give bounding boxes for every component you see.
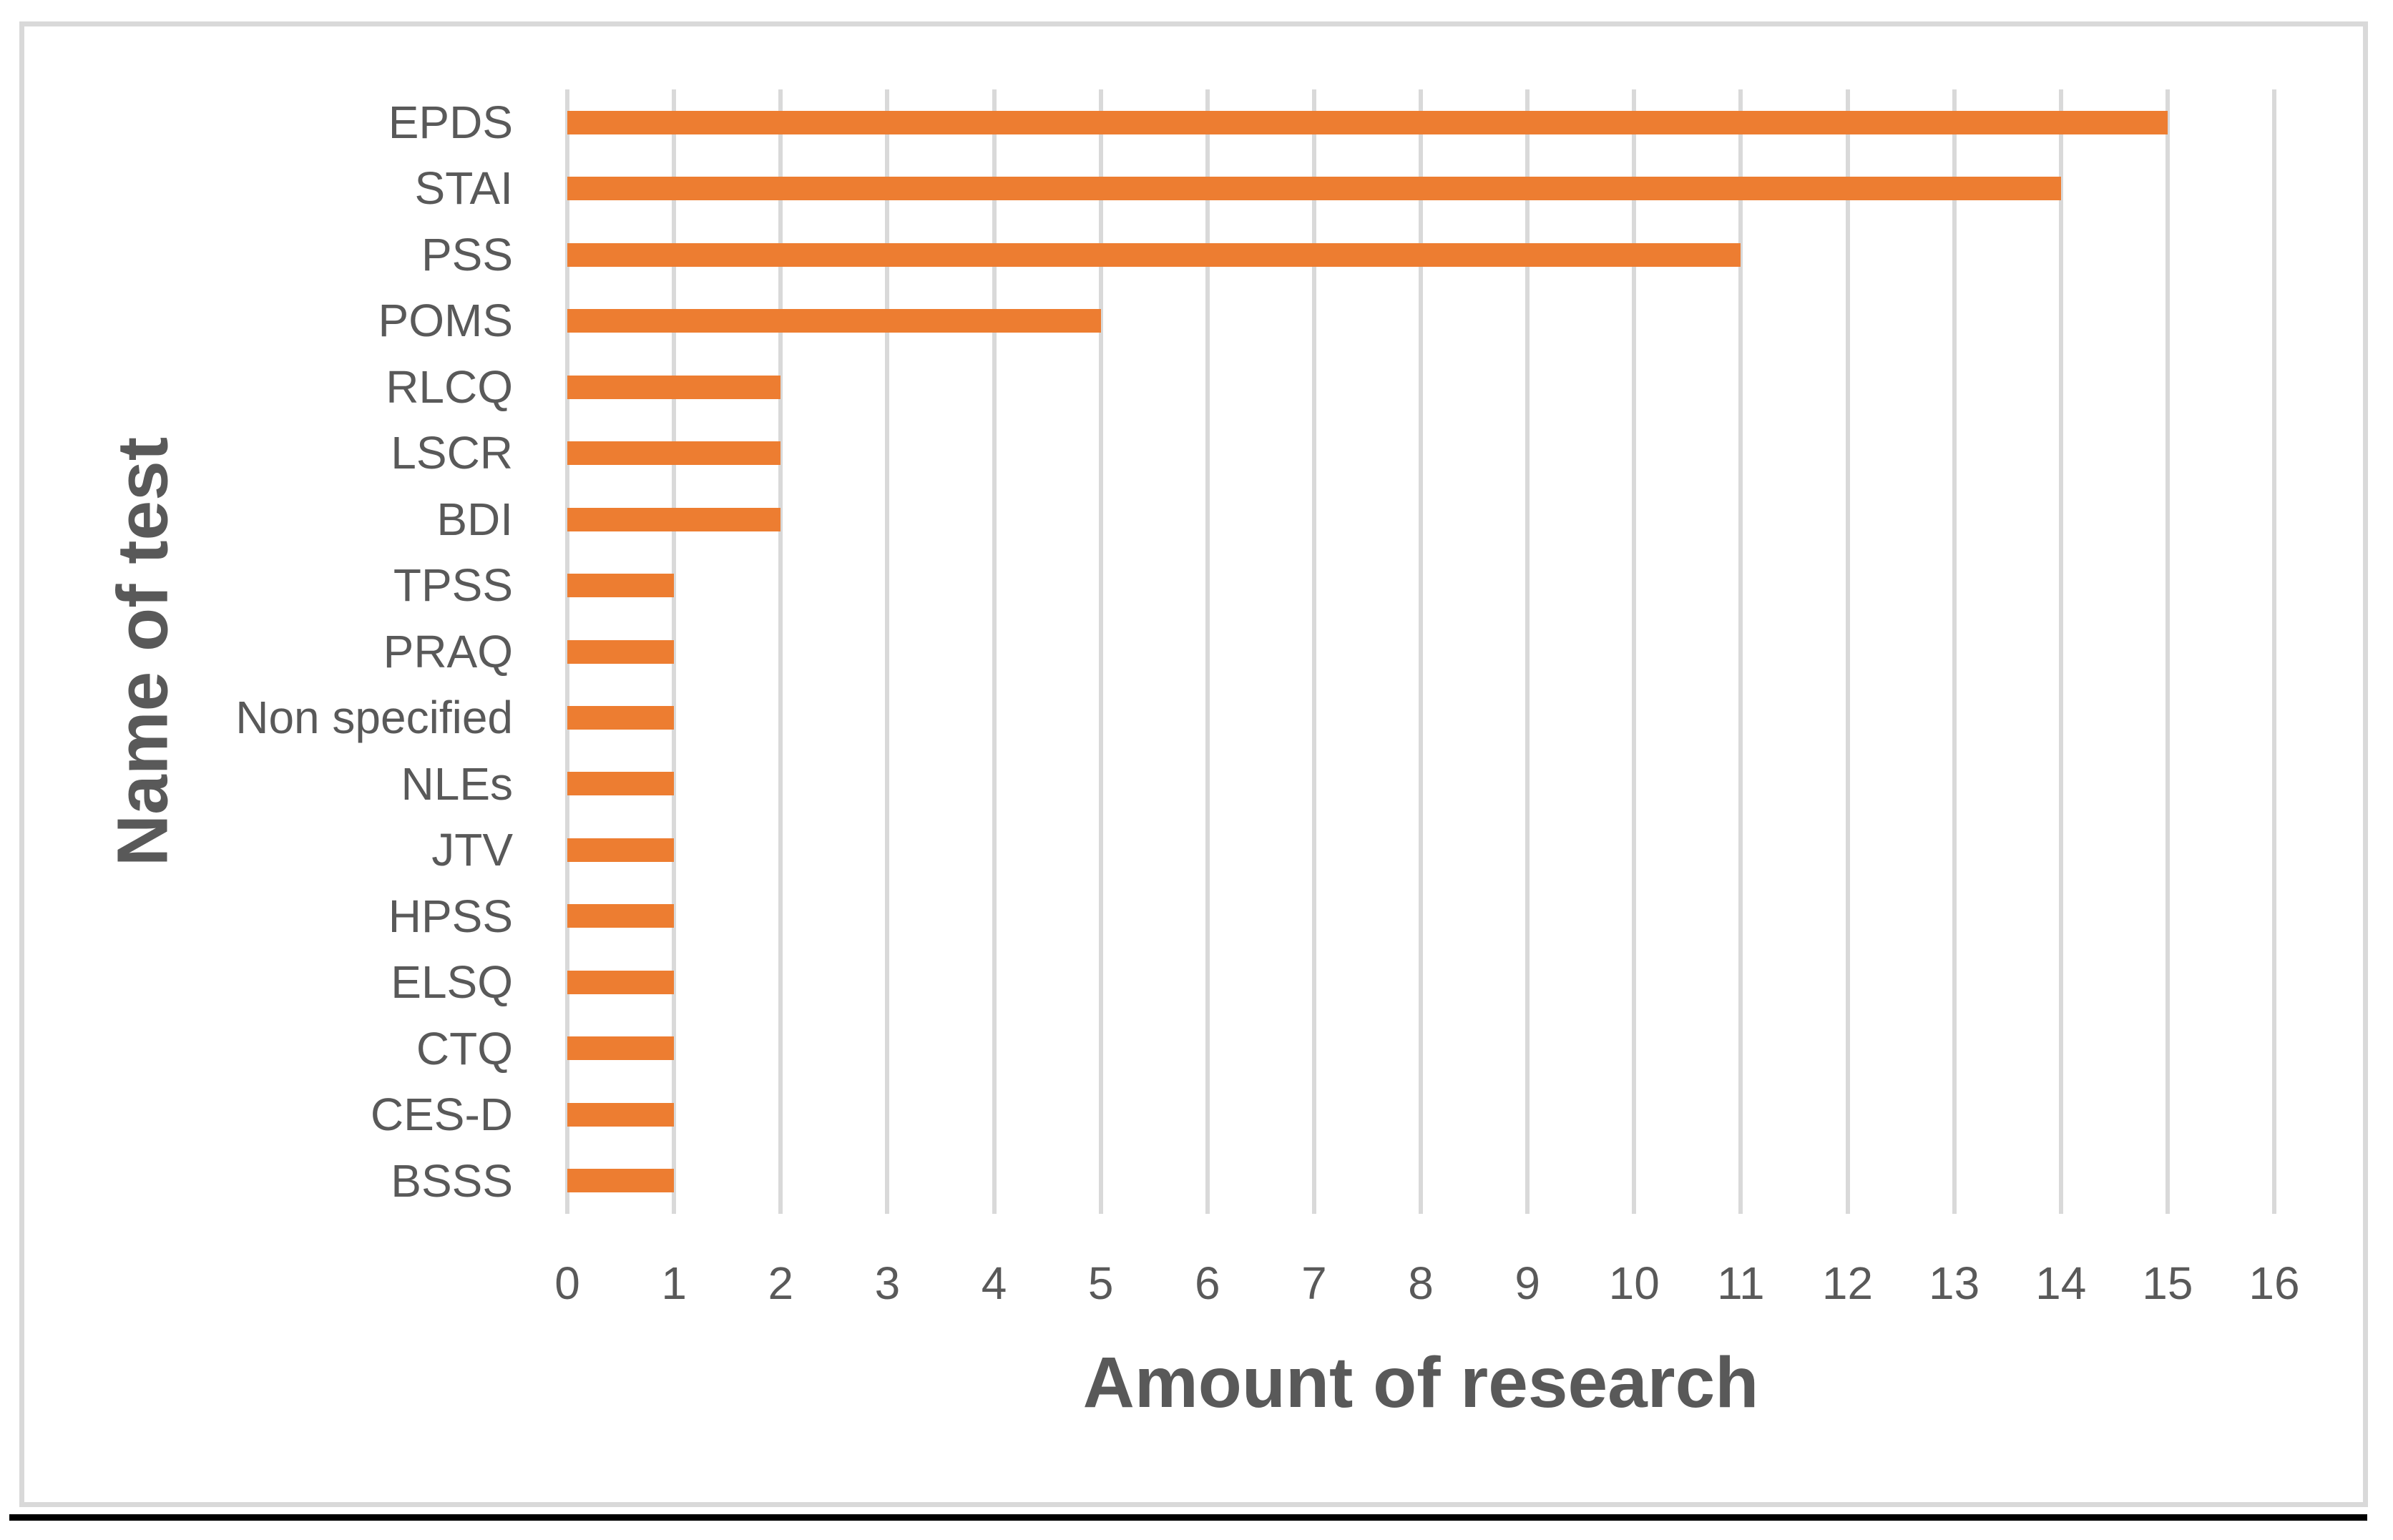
- bar-bdi: [567, 507, 781, 531]
- gridline: [1525, 89, 1530, 1214]
- bar-poms: [567, 309, 1101, 333]
- category-label: STAI: [414, 162, 514, 215]
- x-axis-title: Amount of research: [1082, 1343, 1759, 1423]
- x-tick-label: 2: [768, 1257, 794, 1309]
- category-label: POMS: [378, 295, 513, 347]
- gridline: [1311, 89, 1316, 1214]
- x-tick-label: 1: [661, 1257, 687, 1309]
- bar-ctq: [567, 1036, 675, 1061]
- x-tick-label: 15: [2142, 1257, 2193, 1309]
- category-label: PSS: [421, 228, 513, 280]
- gridline: [1098, 89, 1103, 1214]
- x-tick-label: 10: [1608, 1257, 1660, 1309]
- category-label: NLEs: [401, 757, 514, 810]
- category-label: Non specified: [235, 692, 513, 744]
- x-axis-tick-labels: 0 1 2 3 4 5 6 7 8 9 10 11 12 13 14 15 16: [554, 1257, 2299, 1309]
- gridline: [2058, 89, 2063, 1214]
- gridline: [1205, 89, 1210, 1214]
- x-tick-label: 3: [874, 1257, 901, 1309]
- category-label: LSCR: [391, 427, 513, 479]
- category-label: HPSS: [388, 890, 513, 942]
- bar-bsss: [567, 1169, 675, 1193]
- gridline: [992, 89, 997, 1214]
- y-axis-category-labels: EPDS STAI PSS POMS RLCQ LSCR BDI TPSS PRAQ Non sp…: [0, 89, 513, 1214]
- gridline: [885, 89, 890, 1214]
- bar-elsq: [567, 970, 675, 994]
- bar-ces-d: [567, 1102, 675, 1127]
- x-tick-label: 9: [1514, 1257, 1540, 1309]
- bar-tpss: [567, 574, 675, 598]
- x-tick-label: 14: [2035, 1257, 2087, 1309]
- gridline: [1845, 89, 1850, 1214]
- gridline: [1952, 89, 1957, 1214]
- x-tick-label: 16: [2248, 1257, 2300, 1309]
- gridline: [2272, 89, 2276, 1214]
- bar-rlcq: [567, 375, 781, 399]
- x-tick-label: 5: [1087, 1257, 1114, 1309]
- bottom-rule: [9, 1514, 2367, 1521]
- x-tick-label: 11: [1717, 1257, 1765, 1309]
- category-label: CTQ: [416, 1022, 513, 1074]
- category-label: PRAQ: [383, 625, 513, 677]
- x-tick-label: 13: [1929, 1257, 1980, 1309]
- chart-border: [19, 21, 2368, 1507]
- gridline: [778, 89, 783, 1214]
- x-tick-label: 12: [1821, 1257, 1874, 1309]
- x-tick-label: 7: [1301, 1257, 1327, 1309]
- category-label: EPDS: [388, 97, 513, 148]
- bar-nles: [567, 772, 675, 796]
- x-tick-label: 0: [554, 1257, 580, 1309]
- category-label: RLCQ: [386, 361, 513, 413]
- bar-pss: [567, 242, 1741, 267]
- category-label: ELSQ: [391, 956, 513, 1009]
- bar-jtv: [567, 838, 675, 862]
- bar-epds: [567, 110, 2168, 134]
- category-label: TPSS: [393, 559, 513, 612]
- gridline: [2165, 89, 2170, 1214]
- bar-stai: [567, 177, 2061, 201]
- x-tick-label: 4: [981, 1257, 1007, 1309]
- x-tick-label: 6: [1194, 1257, 1220, 1309]
- category-label: BSSS: [391, 1154, 513, 1207]
- gridline: [1632, 89, 1637, 1214]
- gridline: [1738, 89, 1743, 1214]
- category-label: JTV: [431, 824, 513, 876]
- category-label: BDI: [436, 493, 513, 545]
- bar-hpss: [567, 904, 675, 928]
- plot-area: [565, 89, 2276, 1214]
- x-tick-label: 8: [1408, 1257, 1434, 1309]
- bar-lscr: [567, 441, 781, 466]
- category-label: CES-D: [370, 1089, 513, 1141]
- gridline: [1419, 89, 1423, 1214]
- gridline: [672, 89, 677, 1214]
- bar-non-specified: [567, 705, 675, 730]
- bar-praq: [567, 639, 675, 664]
